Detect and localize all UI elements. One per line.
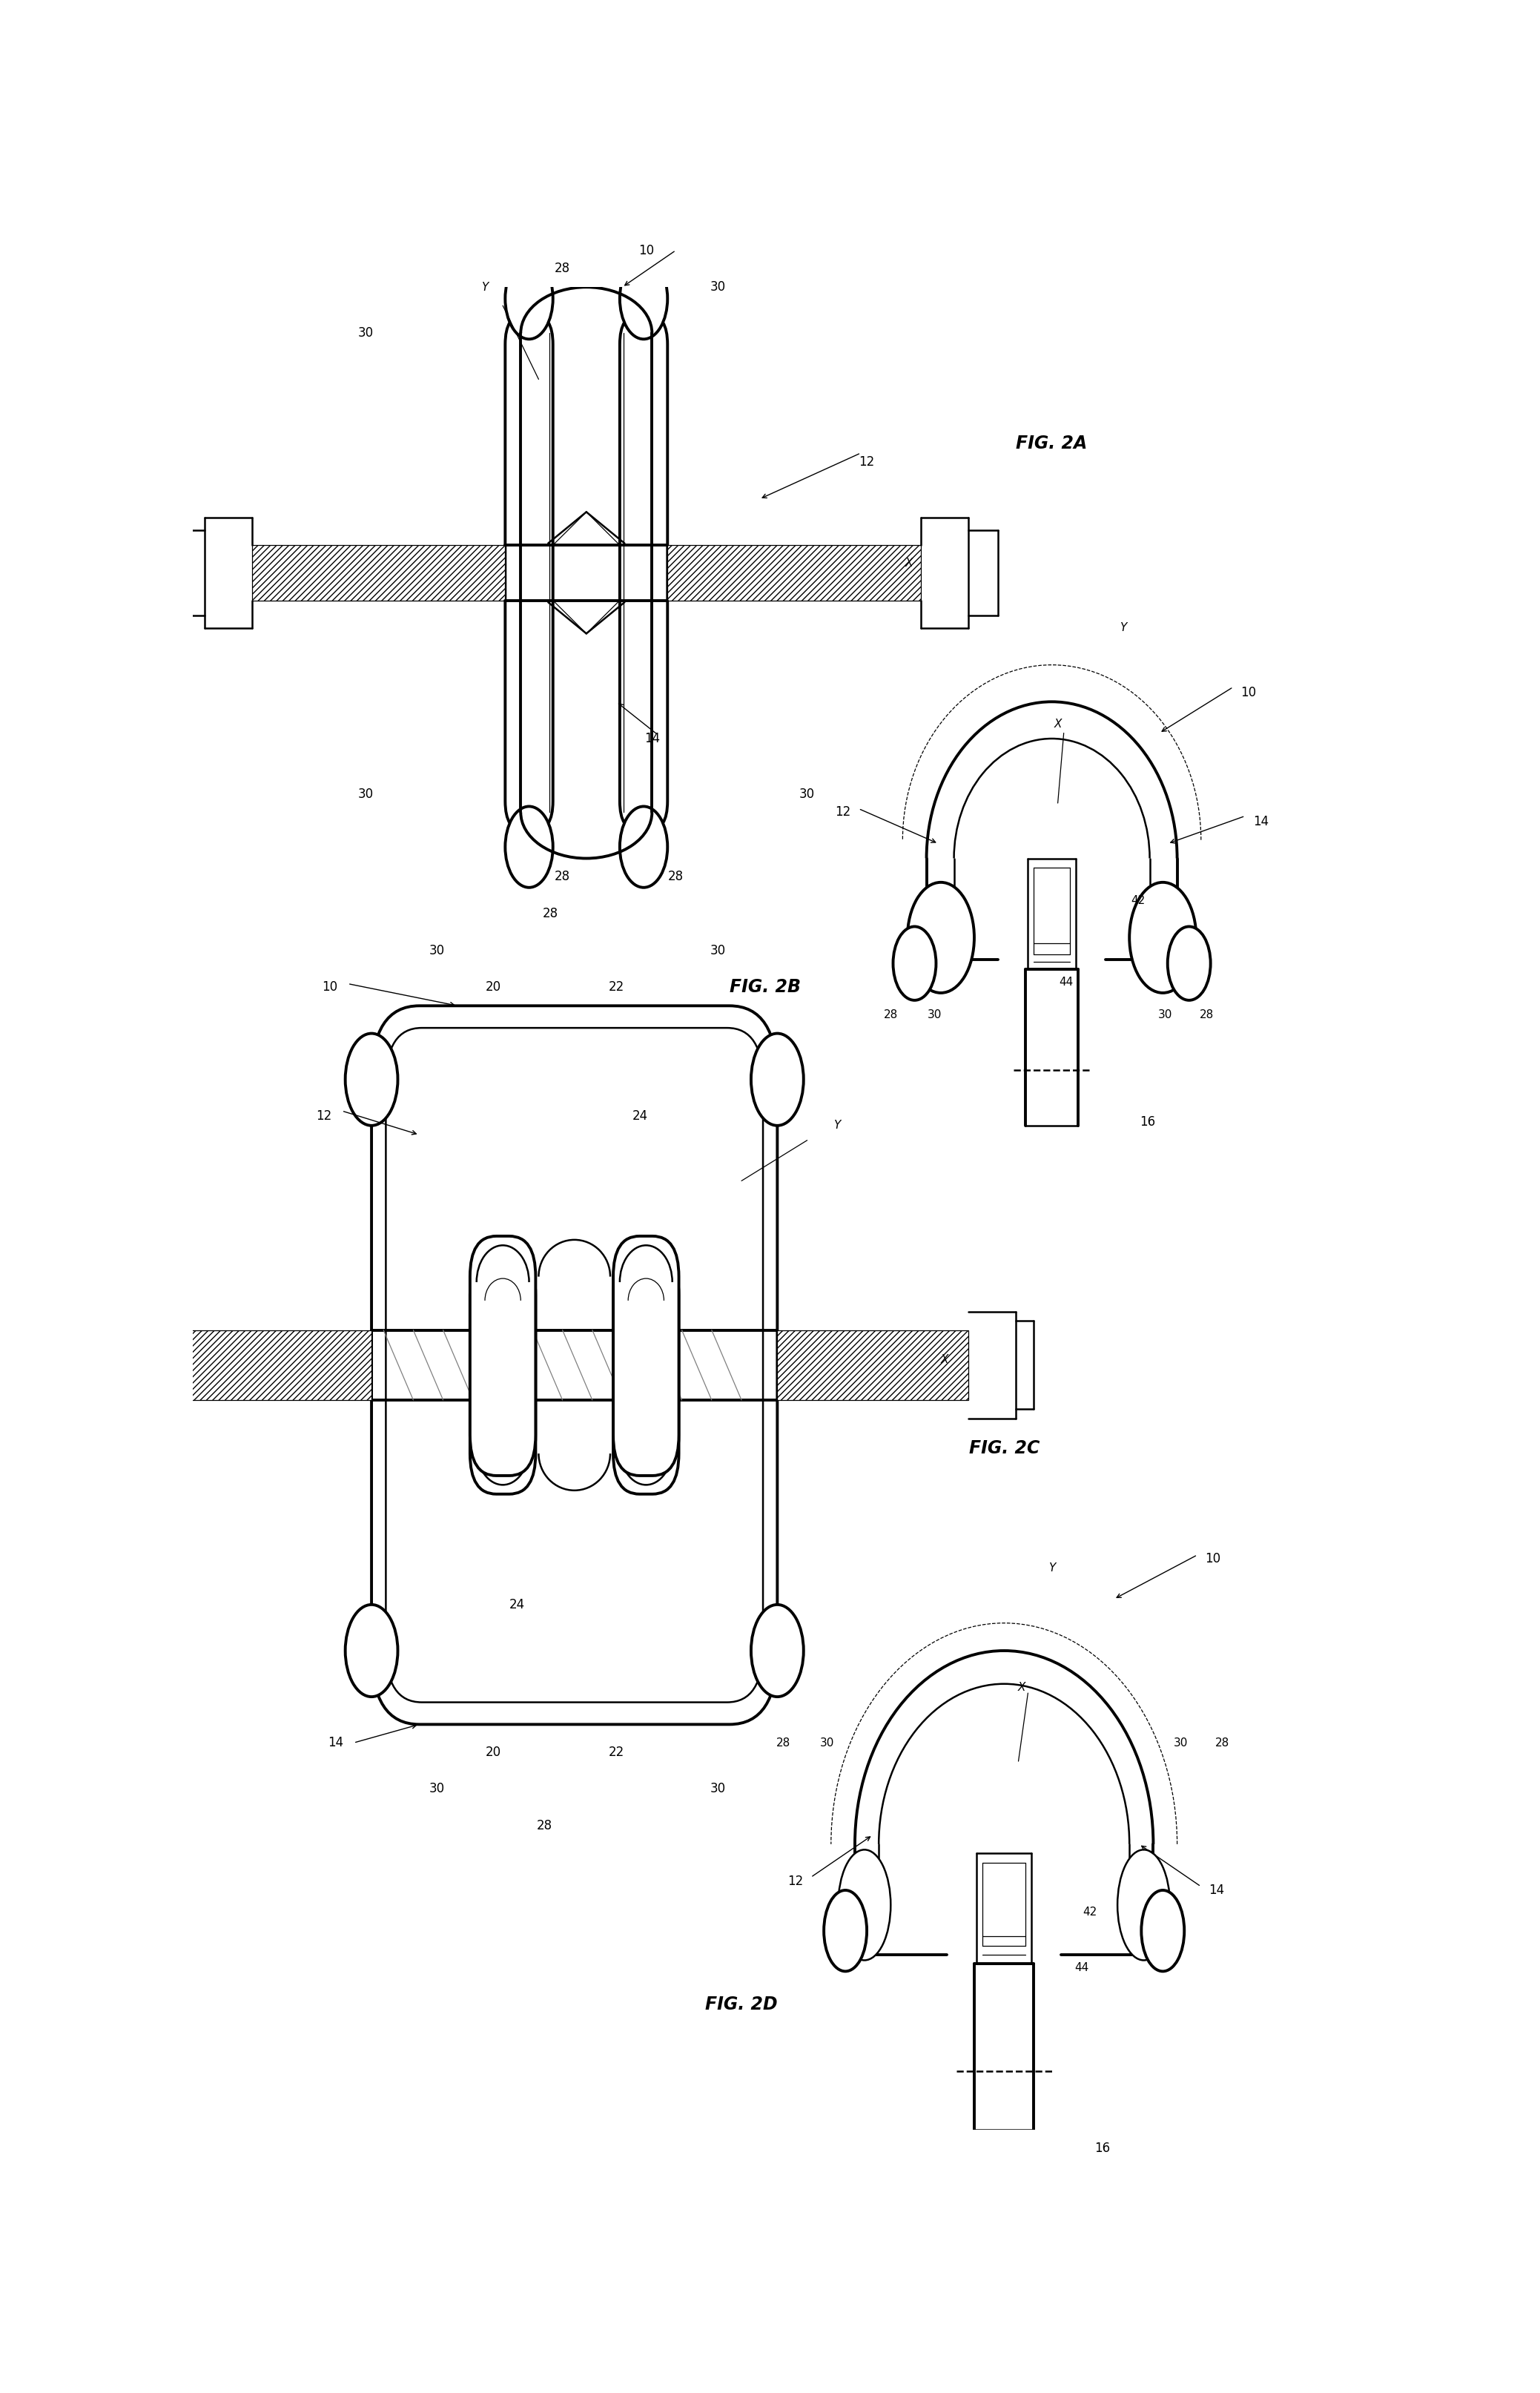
Ellipse shape [1141,1890,1184,1972]
Ellipse shape [345,1606,397,1697]
Ellipse shape [752,1034,804,1125]
Ellipse shape [752,1606,804,1697]
FancyBboxPatch shape [470,1237,536,1476]
Text: 30: 30 [821,1737,835,1749]
Text: 14: 14 [1254,816,1269,828]
Text: 16: 16 [1140,1115,1155,1129]
Text: X: X [904,558,913,570]
Text: 28: 28 [554,871,570,883]
Text: Y: Y [833,1120,841,1132]
Text: 28: 28 [1200,1010,1214,1019]
Text: 30: 30 [927,1010,942,1019]
Text: Y: Y [1120,622,1127,634]
FancyBboxPatch shape [505,316,553,830]
Text: 44: 44 [1060,976,1073,988]
Bar [253,546,505,601]
Ellipse shape [1129,883,1197,993]
FancyBboxPatch shape [470,1254,536,1493]
Ellipse shape [838,1850,890,1960]
Text: 14: 14 [644,732,659,744]
Text: 28: 28 [554,263,570,275]
Ellipse shape [505,258,553,340]
Text: 30: 30 [1158,1010,1172,1019]
Text: 30: 30 [799,787,815,802]
Ellipse shape [619,806,667,888]
Text: 14: 14 [328,1737,343,1749]
Text: 28: 28 [537,1819,553,1833]
Text: Y: Y [482,282,488,292]
Bar [667,546,921,601]
Text: 10: 10 [638,244,654,256]
Text: 16: 16 [1093,2142,1110,2154]
Text: 24: 24 [633,1110,648,1122]
Ellipse shape [619,258,667,340]
Text: 22: 22 [608,981,624,993]
Text: FIG. 2C: FIG. 2C [969,1438,1040,1457]
Ellipse shape [1118,1850,1170,1960]
Ellipse shape [1167,926,1210,1000]
FancyBboxPatch shape [613,1237,679,1476]
Text: 30: 30 [357,325,373,340]
FancyBboxPatch shape [619,316,667,830]
Text: 10: 10 [1241,687,1257,699]
FancyBboxPatch shape [371,1005,778,1725]
Text: 20: 20 [485,1744,500,1759]
Text: 30: 30 [1173,1737,1187,1749]
Text: 30: 30 [357,787,373,802]
Text: X: X [941,1354,949,1364]
Text: Y: Y [1049,1563,1055,1572]
Text: 22: 22 [608,1744,624,1759]
Text: 30: 30 [710,1783,725,1795]
Text: 28: 28 [542,907,559,921]
Text: 28: 28 [1215,1737,1229,1749]
Text: 30: 30 [710,943,725,957]
Bar [180,1331,371,1400]
FancyBboxPatch shape [387,1029,762,1701]
FancyBboxPatch shape [613,1254,679,1493]
Text: X: X [1018,1682,1026,1694]
Text: 42: 42 [1130,895,1144,907]
Text: X: X [1053,718,1061,730]
Text: 42: 42 [1083,1907,1096,1917]
Text: 12: 12 [316,1110,331,1122]
Text: 30: 30 [430,943,445,957]
Text: 24: 24 [510,1599,525,1610]
Text: 44: 44 [1075,1962,1089,1974]
Ellipse shape [345,1034,397,1125]
Text: 10: 10 [322,981,337,993]
Bar [778,1331,969,1400]
Text: 30: 30 [710,280,725,294]
Ellipse shape [824,1890,867,1972]
Text: 30: 30 [430,1783,445,1795]
Text: 14: 14 [1209,1883,1224,1898]
Text: FIG. 2A: FIG. 2A [1016,436,1087,452]
Ellipse shape [907,883,975,993]
Ellipse shape [893,926,936,1000]
Text: FIG. 2B: FIG. 2B [730,979,801,995]
Text: 12: 12 [835,806,850,818]
Text: FIG. 2D: FIG. 2D [705,1996,778,2013]
Text: 28: 28 [668,871,684,883]
Text: 28: 28 [776,1737,790,1749]
Text: 28: 28 [884,1010,898,1019]
Text: 12: 12 [859,455,875,469]
Text: 20: 20 [485,981,500,993]
Text: 12: 12 [787,1874,802,1888]
Text: 10: 10 [1206,1553,1221,1565]
Ellipse shape [505,806,553,888]
